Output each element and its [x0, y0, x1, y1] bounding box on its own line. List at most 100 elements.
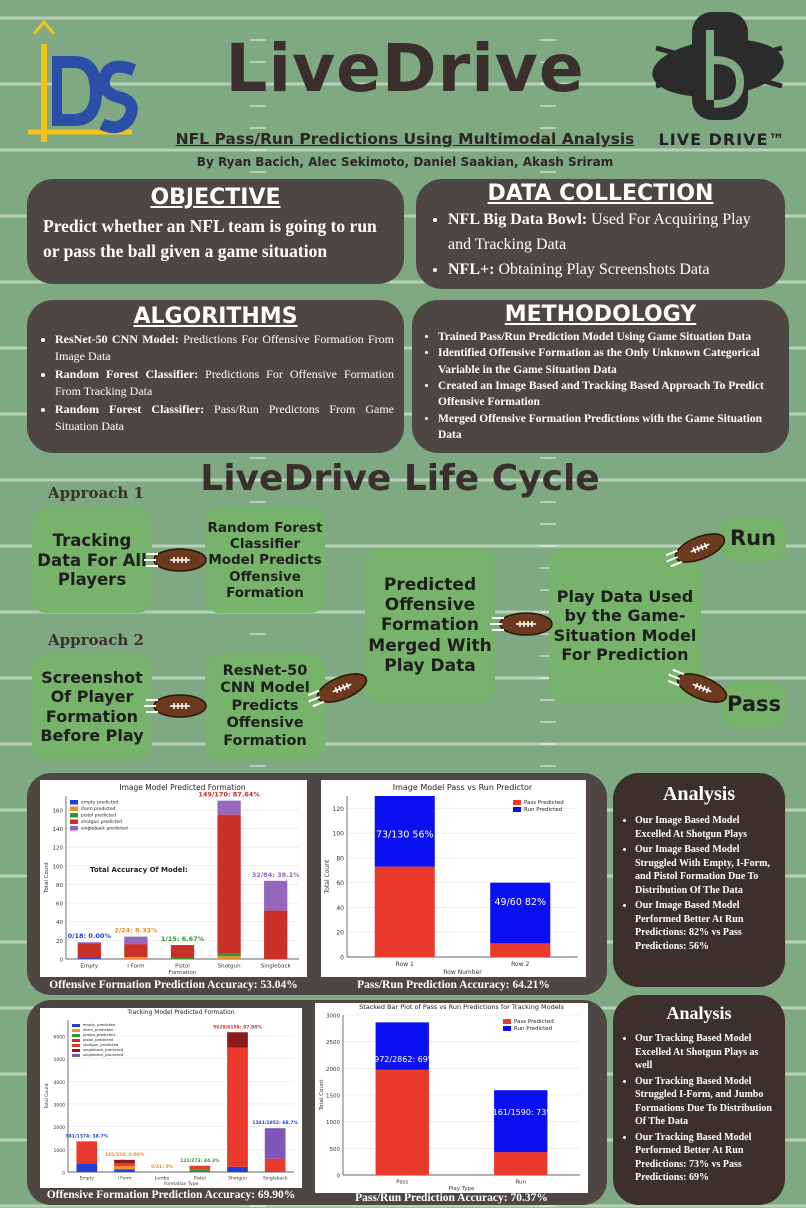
- x-tick-label: Pistol: [175, 964, 190, 970]
- bar-segment: [77, 943, 101, 959]
- algorithms-panel: ALGORITHMS ResNet-50 CNN Model: Predicti…: [27, 300, 404, 453]
- bar-segment: [217, 956, 241, 959]
- y-tick-label: 20: [56, 939, 63, 945]
- chart-note: Total Accuracy Of Model:: [90, 866, 188, 874]
- tracking-data-box: Tracking Data For All Players: [32, 508, 152, 613]
- bar-segment: [494, 1090, 548, 1153]
- legend-swatch: [513, 807, 521, 812]
- bar-segment: [114, 1165, 135, 1170]
- chart-tracking-passrun: Stacked Bar Plot of Pass vs Run Predicti…: [315, 1003, 588, 1193]
- legend-swatch: [70, 800, 78, 805]
- legend-swatch: [72, 1044, 80, 1047]
- analysis-item: Our Image Based Model Performed Better A…: [635, 899, 777, 953]
- x-axis-label: Play Type: [449, 1186, 475, 1192]
- bar-segment: [264, 1158, 286, 1172]
- data-label: 73/130 56%: [376, 829, 434, 840]
- y-tick-label: 60: [336, 880, 344, 887]
- legend-swatch: [72, 1039, 80, 1042]
- objective-title: OBJECTIVE: [150, 185, 281, 210]
- livedrive-football-logo: [652, 12, 784, 120]
- x-axis-label: Formation Type: [164, 1181, 199, 1187]
- legend-swatch: [72, 1024, 80, 1027]
- data-label: 32/84: 38.1%: [252, 871, 300, 879]
- y-tick-label: 0: [337, 1174, 341, 1180]
- chart-tracking-formation-caption: Offensive Formation Prediction Accuracy:…: [46, 1189, 296, 1201]
- legend-label: jumbo_predicted: [82, 1032, 115, 1037]
- legend-label: empty predicted: [81, 800, 118, 806]
- chart-tracking-passrun-caption: Pass/Run Prediction Accuracy: 70.37%: [355, 1192, 548, 1204]
- y-tick-label: 1000: [326, 1120, 340, 1126]
- data-label: 2/24: 8.33%: [114, 927, 158, 935]
- y-tick-label: 1500: [326, 1094, 340, 1100]
- algorithm-item: Random Forest Classifier: Predictions Fo…: [55, 366, 394, 401]
- analysis-title: Analysis: [662, 783, 736, 805]
- y-tick-label: 100: [53, 864, 64, 870]
- legend-label: iform_predicted: [83, 1027, 113, 1032]
- chart-title: Tracking Model Predicted Formation: [126, 1009, 234, 1016]
- legend-label: Pass Predicted: [514, 1019, 554, 1025]
- chart-tracking-formation-svg: Tracking Model Predicted Formation 0 1000 2…: [44, 1009, 298, 1187]
- x-tick-label: Singleback: [263, 1176, 288, 1182]
- merged-box: Predicted Offensive Formation Merged Wit…: [365, 548, 495, 703]
- bar-segment: [264, 910, 288, 959]
- legend-swatch: [72, 1049, 80, 1052]
- x-tick-label: Pistol: [194, 1176, 206, 1182]
- y-tick-label: 3000: [54, 1102, 66, 1108]
- x-tick-label: Jumbo: [154, 1176, 169, 1182]
- legend-label: Run Predicted: [514, 1026, 552, 1032]
- analysis-item: Our Tracking Based Model Performed Bette…: [635, 1131, 777, 1185]
- pass-box: Pass: [722, 682, 786, 728]
- bar-segment: [77, 942, 101, 944]
- x-tick-label: I Form: [127, 964, 144, 970]
- legend-label: iform predicted: [81, 806, 116, 812]
- x-tick-label: Singleback: [261, 964, 292, 970]
- chart-image-formation-svg: Image Model Predicted Formation 0 20 40 60 80…: [44, 783, 300, 976]
- y-tick-label: 60: [56, 902, 63, 908]
- y-tick-label: 40: [336, 905, 344, 912]
- x-tick-label: Pass: [396, 1180, 408, 1186]
- legend-label: Run Predicted: [524, 807, 562, 813]
- data-label: 149/170: 87.64%: [198, 791, 260, 799]
- bar-segment: [189, 1169, 211, 1172]
- legend-swatch: [70, 813, 78, 818]
- lifecycle-title: LiveDrive Life Cycle: [200, 458, 600, 499]
- data-label: 121/273: 44.3%: [180, 1158, 220, 1164]
- legend-swatch: [72, 1054, 80, 1057]
- approach-2-label: Approach 2: [48, 631, 144, 649]
- x-tick-label: Empty: [80, 964, 98, 970]
- legend-label: Pass Predicted: [524, 800, 564, 806]
- bar-segment: [76, 1163, 98, 1172]
- legend-label: singleback predicted: [81, 826, 128, 832]
- y-tick-label: 80: [336, 855, 344, 862]
- y-tick-label: 6000: [54, 1034, 66, 1040]
- algorithms-title: ALGORITHMS: [133, 304, 298, 329]
- data-label: 0/18: 0.00%: [68, 932, 112, 940]
- analysis-item: Our Tracking Based Model Struggled I-For…: [635, 1075, 777, 1129]
- methodology-item: Created an Image Based and Tracking Base…: [438, 378, 779, 411]
- y-tick-label: 0: [60, 958, 64, 964]
- data-collection-panel: DATA COLLECTION NFL Big Data Bowl: Used …: [416, 179, 785, 289]
- bar-segment: [227, 1032, 248, 1048]
- bar-segment: [494, 1152, 548, 1175]
- data-collection-item: NFL Big Data Bowl: Used For Acquiring Pl…: [448, 208, 775, 258]
- y-tick-label: 0: [62, 1171, 65, 1177]
- poster-subtitle: NFL Pass/Run Predictions Using Multimoda…: [175, 130, 635, 148]
- chart-title: Image Model Predicted Formation: [119, 783, 245, 792]
- bar-segment: [170, 945, 195, 959]
- legend-label: singleback_predicted: [83, 1047, 124, 1052]
- livedrive-logo-text: LIVE DRIVE™: [658, 130, 786, 149]
- methodology-item: Merged Offensive Formation Predictions w…: [438, 411, 779, 444]
- resnet-box: ResNet-50 CNN Model Predicts Offensive F…: [205, 654, 325, 759]
- y-tick-label: 500: [330, 1147, 341, 1153]
- chart-image-passrun-caption: Pass/Run Prediction Accuracy: 64.21%: [357, 979, 550, 991]
- bar-segment: [217, 814, 241, 954]
- legend-swatch: [503, 1019, 511, 1024]
- chart-image-passrun: Image Model Pass vs Run Predictor 0 20 40 60…: [321, 780, 586, 977]
- bar-segment: [227, 1166, 248, 1172]
- y-tick-label: 0: [340, 955, 344, 962]
- data-collection-title: DATA COLLECTION: [487, 181, 714, 206]
- bar-segment: [77, 958, 101, 959]
- bar-segment: [490, 882, 551, 944]
- bar-segment: [375, 1022, 429, 1070]
- y-axis-label: Total Count: [319, 1079, 325, 1112]
